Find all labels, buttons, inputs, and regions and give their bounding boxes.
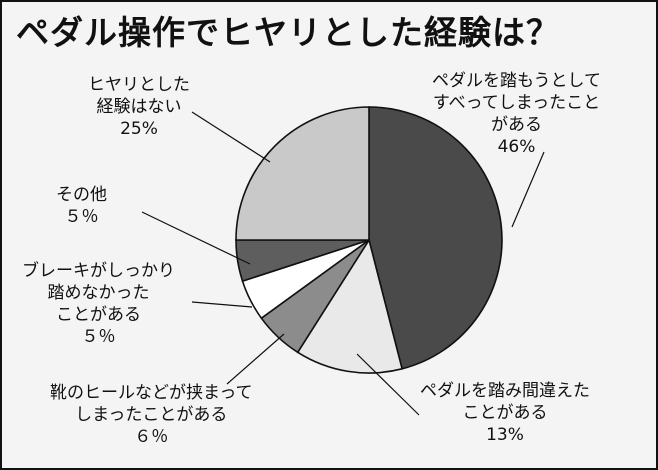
slice-label-line: ペダルを踏み間違えた: [420, 381, 590, 401]
leader-line: [191, 301, 253, 308]
slice-label-none: ヒヤリとした 経験はない 25%: [88, 74, 190, 140]
slice-label-line: がある: [490, 115, 542, 135]
slice-label-line: 経験はない: [96, 97, 182, 117]
slice-label-mistake: ペダルを踏み間違えた ことがある 13%: [420, 380, 590, 446]
slice-percent: ５％: [81, 327, 116, 347]
leader-line: [356, 353, 420, 416]
slice-label-line: 踏めなかった: [47, 283, 150, 303]
slice-none: [235, 106, 370, 241]
slice-label-line: 靴のヒールなどが挟まって: [50, 383, 253, 403]
slice-percent: 25%: [120, 119, 158, 139]
slice-label-line: すべってしまったこと: [432, 93, 601, 113]
leader-line: [141, 211, 251, 265]
slice-percent: ６％: [134, 427, 169, 447]
slice-label-line: しまったことがある: [75, 405, 228, 425]
slice-label-line: ブレーキがしっかり: [22, 261, 175, 281]
slice-label-brake: ブレーキがしっかり 踏めなかった ことがある ５％: [22, 260, 175, 348]
slice-mistake: [296, 238, 404, 374]
chart-title: ペダル操作でヒヤリとした経験は？: [16, 13, 560, 52]
slice-label-line: ことがある: [56, 305, 141, 325]
slice-percent: 46%: [497, 137, 536, 157]
slice-percent: ５％: [64, 207, 99, 227]
leader-line: [511, 151, 545, 228]
slice-percent: 13%: [486, 425, 524, 445]
slice-slip: [368, 106, 503, 370]
slice-label-heel: 靴のヒールなどが挟まって しまったことがある ６％: [50, 382, 252, 448]
slice-label-line: その他: [56, 185, 107, 205]
slice-label-line: ヒヤリとした: [88, 75, 190, 95]
slice-label-line: ことがある: [462, 403, 548, 423]
slice-label-other: その他 ５％: [56, 184, 107, 228]
leader-line: [226, 333, 285, 385]
slice-label-line: ペダルを踏もうとして: [432, 71, 601, 91]
slice-label-slip: ペダルを踏もうとして すべってしまったこと がある 46%: [432, 70, 601, 158]
leader-line: [191, 111, 271, 163]
